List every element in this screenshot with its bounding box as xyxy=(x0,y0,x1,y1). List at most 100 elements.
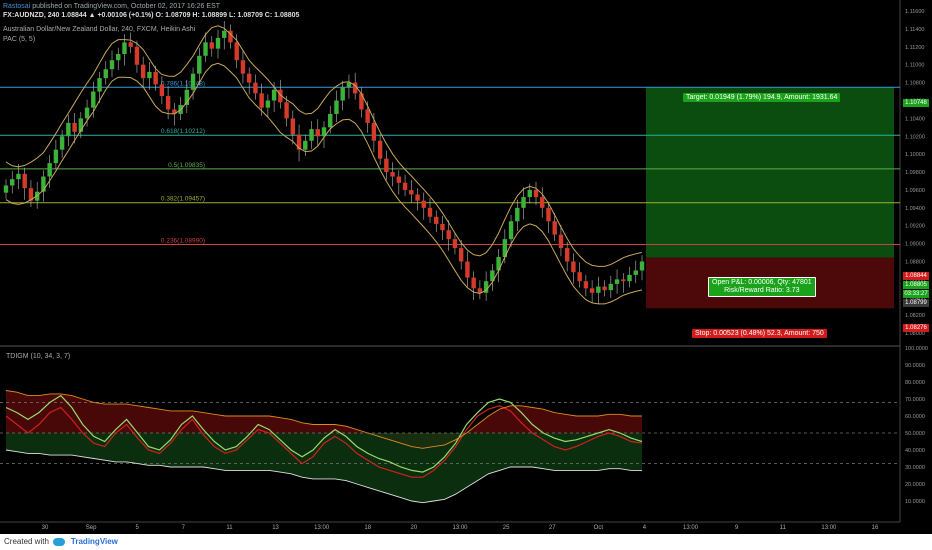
oscillator-tick-label: 10.0000 xyxy=(905,499,925,505)
candle-body xyxy=(41,176,46,192)
candle-body xyxy=(564,248,570,262)
candle-body xyxy=(465,261,470,278)
main-indicator-label[interactable]: PAC (5, 5) xyxy=(3,36,36,43)
time-tick-label: 27 xyxy=(549,525,556,531)
candle-body xyxy=(639,261,645,271)
time-tick-label: 11 xyxy=(226,525,233,531)
time-tick-label: 9 xyxy=(735,525,739,531)
price-label-low: 1.08799 xyxy=(903,299,929,307)
candle-body xyxy=(246,73,252,83)
candle-body xyxy=(97,78,102,92)
candle-body xyxy=(147,71,152,79)
candle-body xyxy=(527,189,532,198)
oscillator-tick-label: 20.0000 xyxy=(905,482,925,488)
oscillator-series-line xyxy=(5,449,642,504)
candle-body xyxy=(340,87,345,101)
candle-body xyxy=(502,239,508,258)
candle-body xyxy=(172,109,177,114)
candle-body xyxy=(116,53,121,61)
price-tick-label: 1.10400 xyxy=(905,116,925,122)
time-tick-label: 13:00 xyxy=(683,525,699,531)
published-text: published on TradingView.com, October 02… xyxy=(32,3,221,10)
candle-body xyxy=(452,239,458,249)
candle-body xyxy=(352,82,358,94)
oscillator-lower-band xyxy=(6,433,642,503)
candle-body xyxy=(328,113,333,128)
price-tick-label: 1.11200 xyxy=(905,45,924,51)
candle-body xyxy=(140,64,146,79)
candle-body xyxy=(228,30,233,43)
time-tick-label: 13:00 xyxy=(452,525,468,531)
candle-body xyxy=(371,122,377,141)
oscillator-tick-label: 100.0000 xyxy=(905,346,928,352)
time-tick-label: 30 xyxy=(42,525,49,531)
candle-body xyxy=(571,261,576,273)
candle-body xyxy=(234,42,239,61)
oscillator-title[interactable]: TDIGM (10, 34, 3, 7) xyxy=(6,353,71,360)
candle-body xyxy=(159,84,165,97)
candle-body xyxy=(458,248,464,262)
candle-body xyxy=(209,42,214,49)
open-pl-label: Open P&L: 0.00006, Qty: 47801 Risk/Reward… xyxy=(708,277,816,297)
candle-body xyxy=(546,207,551,222)
candle-body xyxy=(315,129,320,137)
fib-level-label: 0.786(1.10748) xyxy=(161,80,205,87)
price-tick-label: 1.08200 xyxy=(905,313,925,319)
candle-body xyxy=(614,279,620,284)
candle-body xyxy=(365,109,370,123)
candle-body xyxy=(240,60,246,74)
oscillator-upper-band xyxy=(6,390,642,449)
fib-level-label: 0.5(1.09835) xyxy=(168,162,205,169)
candle-body xyxy=(577,272,582,282)
target-zone xyxy=(646,87,894,258)
tradingview-brand-link[interactable]: TradingView xyxy=(70,537,118,546)
candle-body xyxy=(78,118,84,132)
time-tick-label: 4 xyxy=(643,525,647,531)
candle-body xyxy=(633,270,638,275)
candle-body xyxy=(552,221,557,235)
candle-body xyxy=(390,172,395,177)
candle-body xyxy=(515,207,520,222)
pac-lower-line xyxy=(5,62,643,305)
candle-body xyxy=(421,200,426,208)
time-tick-label: 18 xyxy=(364,525,371,531)
candle-body xyxy=(222,30,227,38)
candle-body xyxy=(265,100,271,108)
time-tick-label: 13 xyxy=(272,525,279,531)
candle-body xyxy=(10,179,15,186)
price-tick-label: 1.09200 xyxy=(905,224,925,230)
candle-body xyxy=(477,288,483,293)
price-tick-label: 1.10200 xyxy=(905,134,925,140)
price-label-target: 1.10748 xyxy=(903,99,929,107)
candle-body xyxy=(28,188,34,201)
publisher-name[interactable]: Rastosai xyxy=(3,3,31,10)
candle-body xyxy=(496,257,501,271)
price-label-current: 1.08805 xyxy=(903,281,929,289)
candle-body xyxy=(84,107,90,119)
candle-body xyxy=(103,69,108,79)
pac-upper-line xyxy=(5,25,643,267)
fib-level-label: 0.382(1.09457) xyxy=(161,196,205,203)
candle-body xyxy=(359,93,364,110)
candle-body xyxy=(434,216,439,224)
candle-body xyxy=(47,163,52,177)
candle-body xyxy=(271,89,277,101)
candle-body xyxy=(415,194,420,201)
time-tick-label: 11 xyxy=(780,525,787,531)
candle-body xyxy=(153,71,158,85)
symbol-line: FX:AUDNZD, 240 1.08844 ▲ +0.00106 (+0.1%… xyxy=(3,12,300,19)
fib-level-label: 0.236(1.08990) xyxy=(161,238,205,245)
candle-body xyxy=(66,122,71,137)
stop-label: Stop: 0.00523 (0.48%) 52.3, Amount: 750 xyxy=(692,329,827,338)
candle-body xyxy=(471,277,476,289)
oscillator-series-line xyxy=(5,405,643,478)
candle-body xyxy=(409,189,414,195)
chart-canvas[interactable]: 0.786(1.10748) 0.618(1.10212) 0.5(1.09835)… xyxy=(0,0,932,534)
oscillator-tick-label: 70.0000 xyxy=(905,397,925,403)
candle-body xyxy=(53,149,59,164)
price-label-countdown: 03:33:27 xyxy=(903,290,929,298)
time-tick-label: 16 xyxy=(872,525,879,531)
time-tick-label: 13:00 xyxy=(314,525,330,531)
price-tick-label: 1.09600 xyxy=(905,188,925,194)
candle-body xyxy=(627,274,632,282)
